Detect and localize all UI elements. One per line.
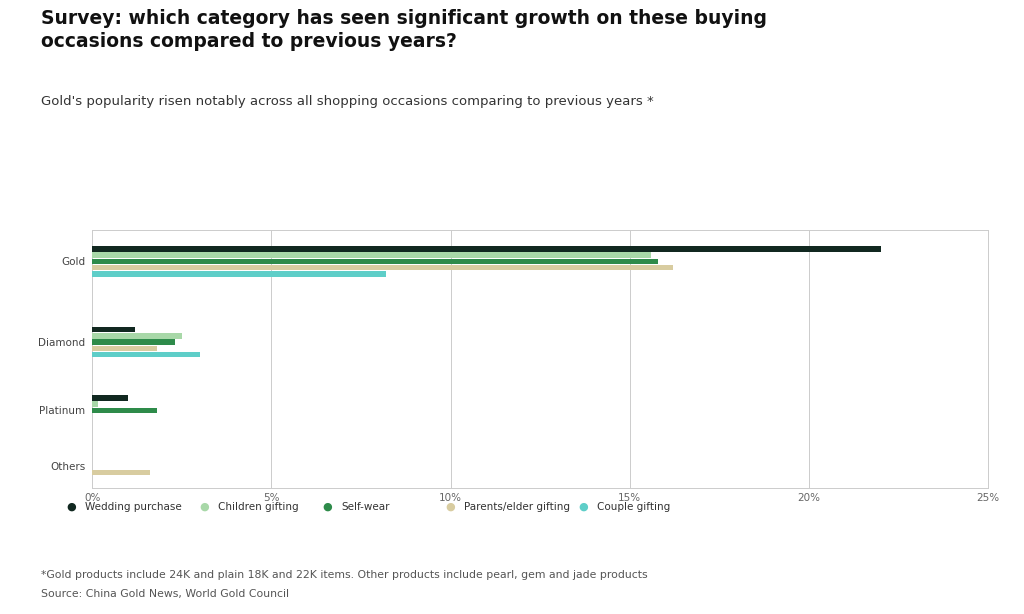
Bar: [92, 402, 97, 407]
Bar: [92, 352, 200, 357]
Bar: [92, 346, 157, 351]
Bar: [92, 246, 881, 252]
Text: ●: ●: [579, 502, 589, 511]
Text: ●: ●: [323, 502, 333, 511]
Text: ●: ●: [200, 502, 210, 511]
Bar: [92, 333, 182, 339]
Bar: [92, 340, 174, 345]
Bar: [92, 408, 157, 413]
Bar: [92, 470, 150, 475]
Bar: [92, 265, 673, 270]
Text: Parents/elder gifting: Parents/elder gifting: [464, 502, 570, 511]
Bar: [92, 258, 658, 264]
Text: Couple gifting: Couple gifting: [597, 502, 671, 511]
Bar: [92, 327, 135, 332]
Bar: [92, 395, 128, 401]
Text: *Gold products include 24K and plain 18K and 22K items. Other products include p: *Gold products include 24K and plain 18K…: [41, 570, 647, 580]
Text: Source: China Gold News, World Gold Council: Source: China Gold News, World Gold Coun…: [41, 589, 289, 599]
Text: Survey: which category has seen significant growth on these buying
occasions com: Survey: which category has seen signific…: [41, 9, 767, 51]
Text: ●: ●: [445, 502, 456, 511]
Text: Self-wear: Self-wear: [341, 502, 389, 511]
Bar: [92, 252, 651, 258]
Bar: [92, 271, 386, 276]
Text: Wedding purchase: Wedding purchase: [85, 502, 181, 511]
Text: Children gifting: Children gifting: [218, 502, 299, 511]
Text: Gold's popularity risen notably across all shopping occasions comparing to previ: Gold's popularity risen notably across a…: [41, 95, 653, 108]
Text: ●: ●: [67, 502, 77, 511]
